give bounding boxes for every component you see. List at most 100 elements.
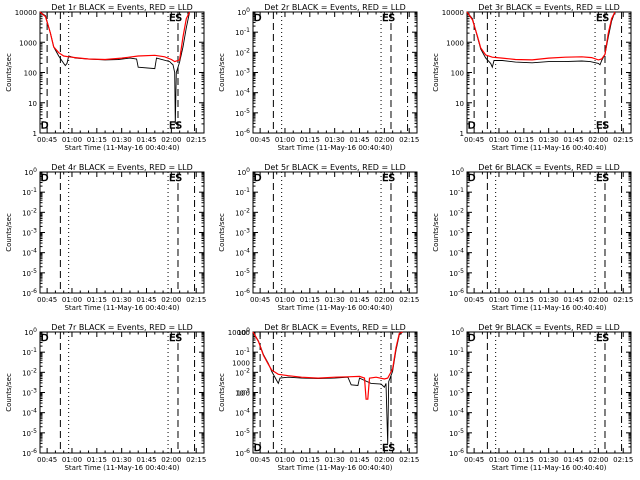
x-axis-label: Start Time (11-May-16 00:40:40) [491,144,606,152]
x-tick-label: 02:00 [161,136,181,144]
x-tick-label: 02:15 [186,456,206,464]
x-tick-label: 00:45 [37,456,57,464]
detector-panel: Det 6r BLACK = Events, RED = LLD 10-6 10-5… [432,163,633,312]
x-axis-label: Start Time (11-May-16 00:40:40) [64,304,179,312]
plot-frame [39,11,205,134]
region-marker-label: D [41,333,49,344]
y-tick-label: 100 [237,327,250,337]
x-tick-label: 01:15 [300,136,320,144]
x-tick-label: 01:30 [325,296,345,304]
region-marker-label: D [254,443,262,454]
y-tick-label: 10-4 [22,248,37,258]
region-marker-label: D [468,333,476,344]
y-tick-label: 100 [451,327,464,337]
plot-frame [39,331,205,454]
x-tick-label: 01:00 [275,456,295,464]
x-axis-label: Start Time (11-May-16 00:40:40) [277,144,392,152]
region-marker-label: ES [169,121,182,132]
plot-frame [466,331,632,454]
plot-frame [466,171,632,294]
region-marker-label: ES [169,173,182,184]
y-tick-label: 1 [460,130,464,138]
panel-title: Det 9r BLACK = Events, RED = LLD [478,323,620,332]
x-tick-label: 02:15 [399,456,419,464]
region-marker-label: ES [596,333,609,344]
region-marker-label: ES [382,443,395,454]
y-tick-label: 10-1 [235,347,250,357]
x-tick-label: 00:45 [464,136,484,144]
x-tick-label: 00:45 [464,456,484,464]
detector-panel: Det 5r BLACK = Events, RED = LLD 10-6 10-5… [218,163,419,312]
y-tick-label: 100 [24,70,37,78]
y-tick-label: 10-5 [22,428,37,438]
x-tick-label: 00:45 [250,456,270,464]
region-marker-label: ES [382,173,395,184]
region-marker-label: ES [596,121,609,132]
x-tick-label: 00:45 [250,136,270,144]
detector-panel: Det 4r BLACK = Events, RED = LLD 10-6 10-5… [5,163,206,312]
detector-panel: Det 3r BLACK = Events, RED = LLD 1 10 100 10… [432,3,633,152]
y-tick-label: 10-6 [22,288,37,298]
x-tick-label: 02:00 [374,136,394,144]
y-tick-label: 1000 [19,39,37,47]
region-marker-label: ES [169,13,182,24]
region-marker-label: ES [382,13,395,24]
y-overlay-tick-label: 10000 [228,329,250,337]
region-marker-label: ES [596,173,609,184]
x-tick-label: 01:30 [539,136,559,144]
detector-panel: Det 7r BLACK = Events, RED = LLD 10-6 10-5… [5,323,206,472]
plot-frame [252,171,418,294]
x-tick-label: 02:15 [399,296,419,304]
y-tick-label: 10-4 [235,408,250,418]
detector-panel: Det 1r BLACK = Events, RED = LLD 1 10 100 10… [5,3,206,152]
detector-panel: Det 2r BLACK = Events, RED = LLD 10-6 10-5… [218,3,419,152]
y-tick-label: 10 [28,100,37,108]
y-tick-label: 100 [237,167,250,177]
y-tick-label: 10-3 [449,388,464,398]
x-tick-label: 01:45 [563,456,583,464]
y-tick-label: 10-6 [449,288,464,298]
y-tick-label: 10-2 [22,207,37,217]
x-tick-label: 01:30 [539,456,559,464]
x-tick-label: 01:30 [112,456,132,464]
region-marker-label: D [468,173,476,184]
y-tick-label: 10-1 [235,187,250,197]
x-tick-label: 01:45 [349,456,369,464]
y-tick-label: 10 [455,100,464,108]
y-tick-label: 10-1 [22,187,37,197]
panel-title: Det 4r BLACK = Events, RED = LLD [51,163,193,172]
x-tick-label: 02:15 [613,136,633,144]
x-tick-label: 01:15 [514,296,534,304]
x-tick-label: 01:15 [514,456,534,464]
x-tick-label: 01:45 [136,296,156,304]
x-tick-label: 02:00 [161,296,181,304]
x-tick-label: 01:00 [62,456,82,464]
x-tick-label: 01:30 [325,456,345,464]
x-tick-label: 02:00 [374,456,394,464]
y-tick-label: 10-4 [235,88,250,98]
y-tick-label: 10-3 [235,68,250,78]
y-overlay-tick-label: 1000 [232,359,250,367]
x-axis-label: Start Time (11-May-16 00:40:40) [491,464,606,472]
y-tick-label: 10-4 [22,408,37,418]
y-tick-label: 10-3 [449,228,464,238]
x-tick-label: 02:00 [161,456,181,464]
x-tick-label: 01:30 [112,136,132,144]
y-axis-label: Counts/sec [432,213,440,252]
y-tick-label: 1000 [446,39,464,47]
plot-frame [39,171,205,294]
x-tick-label: 01:00 [489,456,509,464]
y-tick-label: 100 [451,70,464,78]
x-tick-label: 01:30 [539,296,559,304]
x-tick-label: 01:15 [300,456,320,464]
region-marker-label: D [41,121,49,132]
x-tick-label: 01:00 [275,136,295,144]
y-tick-label: 10-5 [449,428,464,438]
y-axis-label: Counts/sec [218,213,226,252]
y-tick-label: 10-3 [22,388,37,398]
y-tick-label: 10-6 [22,448,37,458]
x-tick-label: 01:15 [87,296,107,304]
x-tick-label: 01:30 [112,296,132,304]
panel-title: Det 6r BLACK = Events, RED = LLD [478,163,620,172]
lld-series-line [466,11,616,61]
